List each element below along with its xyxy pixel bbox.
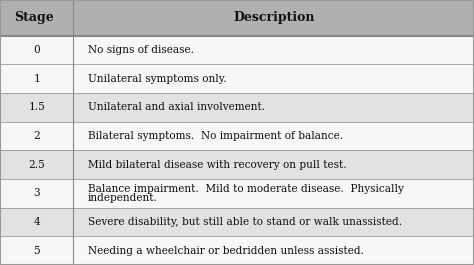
- Bar: [0, 236, 474, 265]
- Bar: [0, 208, 474, 236]
- Text: 3: 3: [34, 188, 40, 198]
- Bar: [0, 93, 474, 122]
- Text: Severe disability, but still able to stand or walk unassisted.: Severe disability, but still able to sta…: [88, 217, 402, 227]
- Text: Unilateral symptoms only.: Unilateral symptoms only.: [88, 74, 226, 84]
- Text: 2: 2: [33, 131, 40, 141]
- Text: Unilateral and axial involvement.: Unilateral and axial involvement.: [88, 102, 265, 112]
- Text: 2.5: 2.5: [28, 160, 45, 170]
- Text: Bilateral symptoms.  No impairment of balance.: Bilateral symptoms. No impairment of bal…: [88, 131, 343, 141]
- Text: 4: 4: [33, 217, 40, 227]
- Bar: [0, 122, 474, 151]
- Text: Balance impairment.  Mild to moderate disease.  Physically: Balance impairment. Mild to moderate dis…: [88, 184, 403, 194]
- Text: 1.5: 1.5: [28, 102, 45, 112]
- Bar: [0, 64, 474, 93]
- Text: 0: 0: [33, 45, 40, 55]
- Text: 5: 5: [34, 246, 40, 256]
- Bar: [0, 36, 474, 64]
- Bar: [0, 179, 474, 208]
- Bar: [0, 151, 474, 179]
- Bar: [0, 0, 474, 36]
- Text: independent.: independent.: [88, 193, 157, 203]
- Text: 1: 1: [33, 74, 40, 84]
- Text: Stage: Stage: [14, 11, 54, 24]
- Text: Description: Description: [233, 11, 314, 24]
- Text: No signs of disease.: No signs of disease.: [88, 45, 194, 55]
- Text: Mild bilateral disease with recovery on pull test.: Mild bilateral disease with recovery on …: [88, 160, 346, 170]
- Text: Needing a wheelchair or bedridden unless assisted.: Needing a wheelchair or bedridden unless…: [88, 246, 364, 256]
